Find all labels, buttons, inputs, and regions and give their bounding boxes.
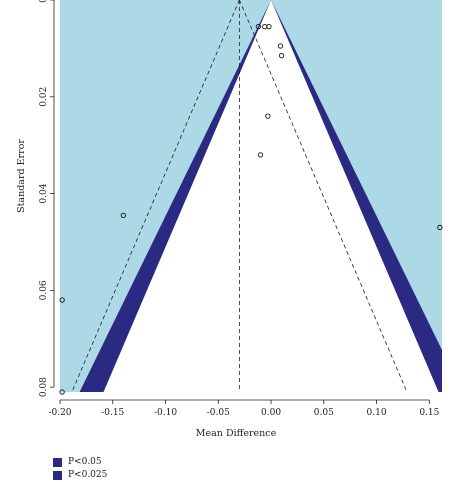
legend-item: P<0.05 bbox=[53, 456, 107, 469]
legend-label: P<0.025 bbox=[68, 470, 108, 480]
study-point bbox=[59, 297, 65, 303]
x-tick-label: 0.05 bbox=[314, 408, 334, 418]
nonsignificant-region bbox=[103, 0, 439, 392]
x-tick-label: -0.20 bbox=[48, 408, 71, 418]
x-tick-label: -0.05 bbox=[207, 408, 230, 418]
legend-swatch bbox=[53, 471, 62, 480]
legend-item: P<0.025 bbox=[53, 469, 107, 482]
study-point bbox=[257, 152, 264, 158]
study-points bbox=[59, 23, 443, 395]
y-axis-label: Standard Error bbox=[16, 139, 27, 213]
x-tick-label: 0.10 bbox=[367, 408, 387, 418]
y-tick-label: 0.06 bbox=[39, 280, 49, 300]
legend-swatch bbox=[53, 458, 62, 467]
pseudo-ci-right bbox=[239, 0, 408, 392]
axes: -0.20 -0.15 -0.10 -0.05 0.00 0.05 0.10 0.15 0 0.0… bbox=[39, 0, 440, 418]
reference-lines bbox=[71, 0, 408, 392]
y-tick-label: 0.02 bbox=[39, 87, 49, 107]
study-point bbox=[255, 23, 262, 30]
legend: P<0.05 P<0.025 bbox=[53, 456, 107, 482]
significance-regions bbox=[60, 0, 442, 392]
x-tick-label: -0.10 bbox=[154, 408, 177, 418]
x-axis-label: Mean Difference bbox=[196, 428, 277, 439]
study-point bbox=[266, 23, 272, 30]
y-tick-label: 0.08 bbox=[39, 377, 49, 397]
y-tick-label: 0 bbox=[39, 0, 49, 3]
study-point bbox=[120, 212, 126, 219]
legend-label: P<0.05 bbox=[68, 457, 102, 467]
study-point bbox=[277, 43, 284, 49]
x-tick-label: 0.00 bbox=[261, 408, 281, 418]
study-point bbox=[278, 53, 285, 59]
y-tick-label: 0.04 bbox=[39, 183, 49, 203]
study-point bbox=[265, 113, 271, 119]
x-tick-label: -0.15 bbox=[101, 408, 124, 418]
x-tick-label: 0.15 bbox=[419, 408, 439, 418]
study-point bbox=[437, 224, 443, 231]
study-point bbox=[59, 389, 65, 395]
pseudo-ci-left bbox=[71, 0, 240, 392]
